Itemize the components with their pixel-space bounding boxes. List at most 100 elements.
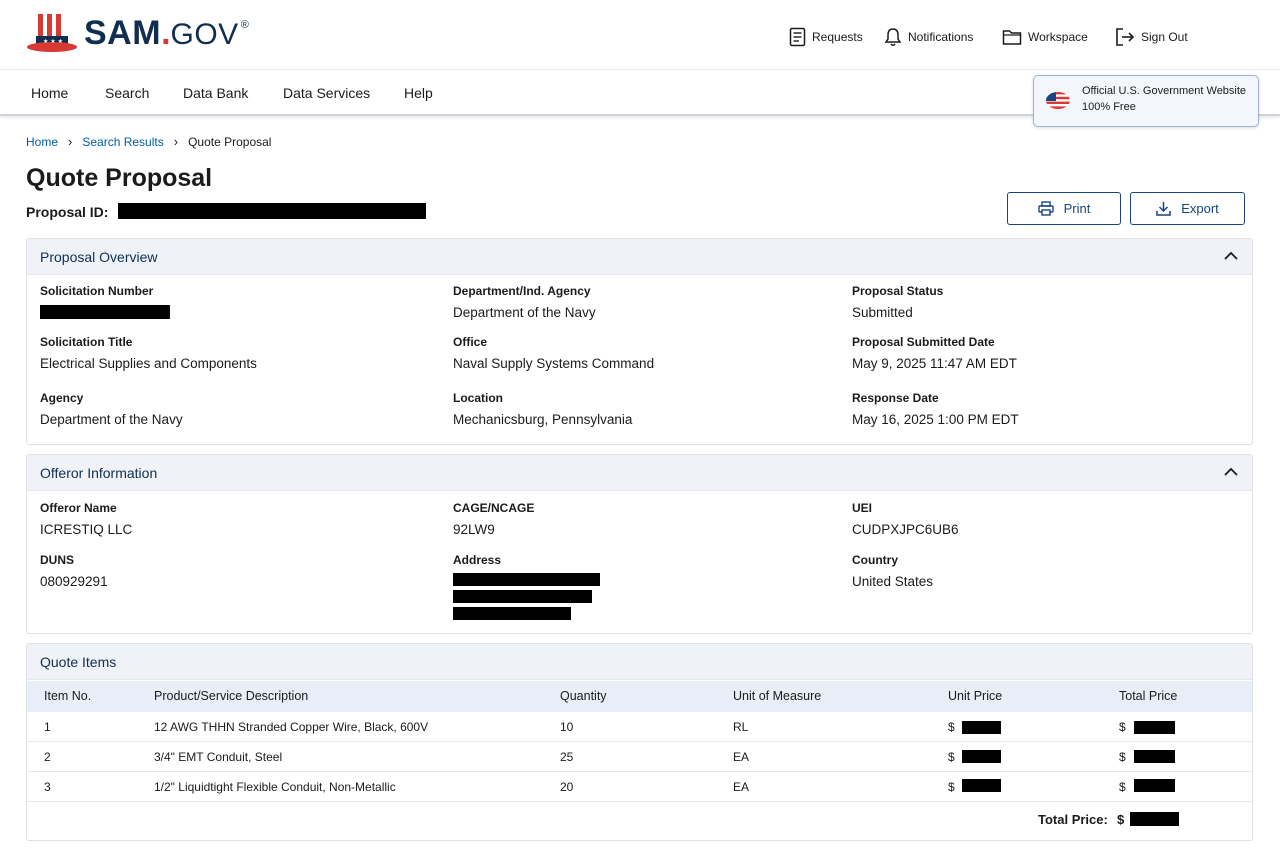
- total-price-currency: $: [1119, 750, 1126, 764]
- redacted-unit-price: [962, 779, 1001, 792]
- office-field: Office Naval Supply Systems Command: [453, 335, 654, 371]
- breadcrumb-home[interactable]: Home: [26, 134, 59, 149]
- response-date-field: Response Date May 16, 2025 1:00 PM EDT: [852, 391, 1019, 427]
- breadcrumb-search-results[interactable]: Search Results: [82, 134, 164, 149]
- requests-link[interactable]: Requests: [789, 25, 863, 49]
- folder-icon: [1002, 30, 1022, 45]
- redacted-total-price: [1134, 779, 1175, 792]
- item-quantity: 10: [560, 720, 574, 734]
- section-title: Offeror Information: [40, 465, 158, 481]
- official-site-text: Official U.S. Government Website: [1082, 85, 1247, 97]
- print-button[interactable]: Print: [1007, 192, 1121, 225]
- chevron-up-icon[interactable]: [1224, 251, 1238, 260]
- chevron-up-icon[interactable]: [1224, 467, 1238, 476]
- chevron-right-icon: ›: [68, 134, 73, 149]
- location-field: Location Mechanicsburg, Pennsylvania: [453, 391, 632, 427]
- export-button[interactable]: Export: [1130, 192, 1245, 225]
- nav-search[interactable]: Search: [105, 85, 150, 101]
- sign-out-link[interactable]: Sign Out: [1115, 25, 1188, 49]
- redacted-unit-price: [962, 721, 1001, 734]
- nav-data-bank[interactable]: Data Bank: [183, 85, 249, 101]
- section-title: Proposal Overview: [40, 249, 158, 265]
- field-value: ICRESTIQ LLC: [40, 522, 133, 537]
- cage-field: CAGE/NCAGE 92LW9: [453, 501, 534, 537]
- solicitation-title-field: Solicitation Title Electrical Supplies a…: [40, 335, 257, 371]
- item-description: 1/2" Liquidtight Flexible Conduit, Non-M…: [154, 780, 396, 794]
- free-text: 100% Free: [1082, 101, 1136, 113]
- field-value: May 9, 2025 11:47 AM EDT: [852, 356, 1017, 371]
- item-number: 2: [44, 750, 51, 764]
- export-label: Export: [1181, 201, 1219, 216]
- download-icon: [1156, 202, 1171, 216]
- sign-out-icon: [1116, 28, 1135, 46]
- uncle-sam-hat-icon: ★ ★ ★: [27, 14, 77, 52]
- submitted-date-field: Proposal Submitted Date May 9, 2025 11:4…: [852, 335, 1017, 371]
- redacted-total-price: [1134, 721, 1175, 734]
- logo-registered-mark: ®: [240, 18, 249, 31]
- field-value: United States: [852, 574, 934, 589]
- quote-items-card: Quote Items Item No. Product/Service Des…: [26, 643, 1253, 841]
- proposal-overview-card: Proposal Overview Solicitation Number De…: [26, 238, 1253, 445]
- sign-out-label: Sign Out: [1141, 30, 1188, 44]
- column-header: Total Price: [1119, 689, 1178, 703]
- section-title: Quote Items: [40, 654, 117, 670]
- unit-price-currency: $: [948, 750, 955, 764]
- address-field: Address: [453, 553, 600, 620]
- redacted-address-line: [453, 590, 592, 603]
- field-value: Department of the Navy: [40, 412, 183, 427]
- table-row: 1 12 AWG THHN Stranded Copper Wire, Blac…: [27, 712, 1252, 742]
- offeror-information-header[interactable]: Offeror Information: [27, 455, 1252, 491]
- field-label: Solicitation Title: [40, 335, 133, 349]
- item-description: 12 AWG THHN Stranded Copper Wire, Black,…: [154, 720, 429, 734]
- field-label: Proposal Status: [852, 284, 944, 298]
- table-header: Item No. Product/Service Description Qua…: [27, 681, 1252, 712]
- redacted-proposal-id: [118, 203, 427, 219]
- field-value: Submitted: [852, 305, 913, 320]
- logo-gov-text: GOV: [170, 17, 239, 51]
- sam-gov-logo[interactable]: ★ ★ ★ SAM . GOV ®: [26, 12, 249, 54]
- table-row: 3 1/2" Liquidtight Flexible Conduit, Non…: [27, 772, 1252, 802]
- column-header: Product/Service Description: [154, 689, 309, 703]
- field-label: Response Date: [852, 391, 939, 405]
- official-site-banner[interactable]: Official U.S. Government Website 100% Fr…: [1033, 75, 1259, 127]
- logo-sam-text: SAM: [84, 13, 162, 52]
- agency-field: Agency Department of the Navy: [40, 391, 183, 427]
- grand-total-label: Total Price:: [1038, 812, 1108, 827]
- workspace-link[interactable]: Workspace: [1002, 25, 1088, 49]
- requests-label: Requests: [812, 30, 863, 44]
- notifications-label: Notifications: [908, 30, 974, 44]
- duns-field: DUNS 080929291: [40, 553, 108, 589]
- printer-icon: [1037, 201, 1054, 216]
- unit-price-currency: $: [948, 780, 955, 794]
- field-value: Department of the Navy: [453, 305, 596, 320]
- page-title: Quote Proposal: [26, 164, 213, 192]
- field-label: Agency: [40, 391, 84, 405]
- table-row: 2 3/4" EMT Conduit, Steel 25 EA $ $: [27, 742, 1252, 772]
- redacted-address-line: [453, 607, 571, 620]
- nav-home[interactable]: Home: [31, 85, 69, 101]
- field-label: UEI: [852, 501, 873, 515]
- field-value: Electrical Supplies and Components: [40, 356, 257, 371]
- proposal-overview-header[interactable]: Proposal Overview: [27, 239, 1252, 275]
- uei-field: UEI CUDPXJPC6UB6: [852, 501, 959, 537]
- unit-price-currency: $: [948, 720, 955, 734]
- breadcrumb-current: Quote Proposal: [188, 134, 272, 149]
- column-header: Unit of Measure: [733, 689, 822, 703]
- field-label: Location: [453, 391, 503, 405]
- field-label: Address: [453, 553, 502, 567]
- item-unit-of-measure: EA: [733, 780, 750, 794]
- field-label: Department/Ind. Agency: [453, 284, 591, 298]
- nav-help[interactable]: Help: [404, 85, 433, 101]
- field-label: Solicitation Number: [40, 284, 154, 298]
- field-label: DUNS: [40, 553, 75, 567]
- nav-data-services[interactable]: Data Services: [283, 85, 371, 101]
- item-unit-of-measure: EA: [733, 750, 750, 764]
- proposal-status-field: Proposal Status Submitted: [852, 284, 943, 320]
- notifications-link[interactable]: Notifications: [884, 25, 973, 49]
- redacted-unit-price: [962, 750, 1001, 763]
- quote-items-header: Quote Items: [27, 644, 1252, 680]
- top-bar: ★ ★ ★ SAM . GOV ® Requests Notifications…: [0, 0, 1280, 70]
- item-quantity: 25: [560, 750, 574, 764]
- field-label: Office: [453, 335, 488, 349]
- chevron-right-icon: ›: [173, 134, 179, 149]
